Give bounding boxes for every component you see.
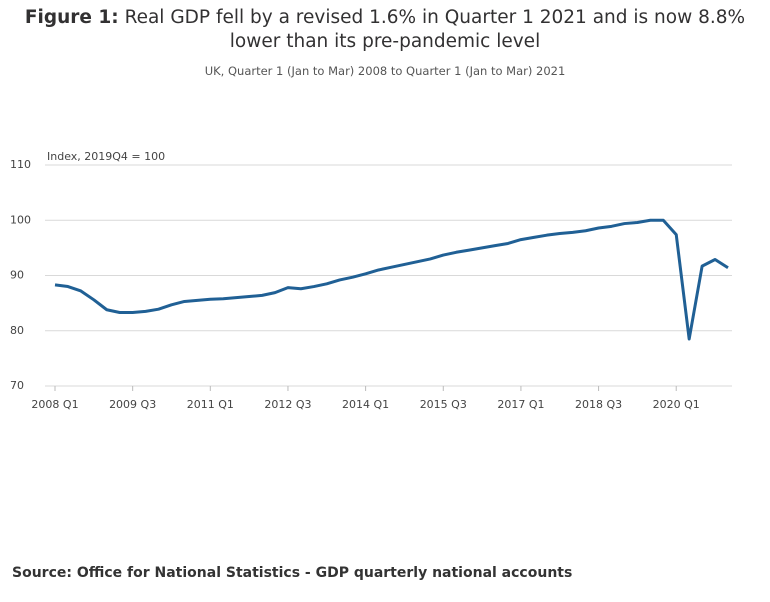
y-tick-label: 90 [10,269,24,282]
data-line [54,218,729,341]
x-tick-label: 2017 Q1 [497,398,544,411]
title-text: Real GDP fell by a revised 1.6% in Quart… [124,7,746,52]
x-tick-label: 2015 Q3 [420,398,467,411]
x-tick-label: 2018 Q3 [575,398,622,411]
y-tick-label: 110 [10,158,31,171]
x-tick-label: 2011 Q1 [187,398,234,411]
chart: Index, 2019Q4 = 100 70 80 90 100 110 2008 Q1 2… [10,150,732,411]
y-tick-label: 80 [10,324,24,337]
source-note: Source: Office for National Statistics -… [12,565,573,581]
y-axis-label: Index, 2019Q4 = 100 [47,150,165,163]
y-tick-label: 70 [10,379,24,392]
x-tick-label: 2014 Q1 [342,398,389,411]
chart-title: Figure 1: Real GDP fell by a revised 1.6… [20,6,750,54]
chart-subtitle: UK, Quarter 1 (Jan to Mar) 2008 to Quart… [204,64,566,78]
y-tick-label: 100 [10,213,31,226]
title-label: Figure 1: [24,7,119,28]
x-tick-label: 2008 Q1 [31,398,78,411]
x-tick-label: 2009 Q3 [109,398,156,411]
x-tick-label: 2012 Q3 [264,398,311,411]
x-tick-label: 2020 Q1 [653,398,700,411]
